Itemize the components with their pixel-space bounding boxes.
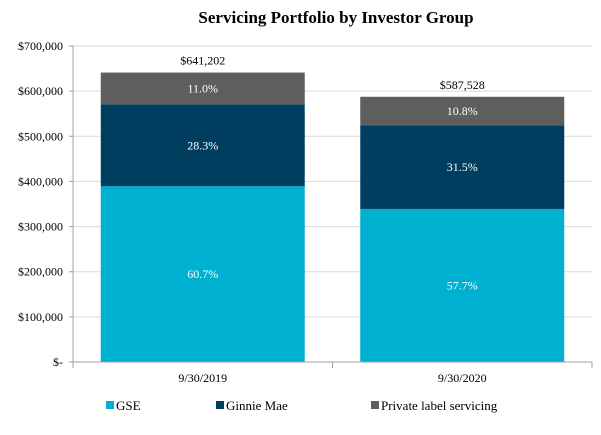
- x-category-label: 9/30/2019: [178, 371, 227, 385]
- legend-swatch: [371, 401, 379, 409]
- y-tick-label: $400,000: [18, 174, 63, 188]
- segment-label: 11.0%: [187, 81, 218, 95]
- segment-label: 57.7%: [447, 278, 478, 292]
- chart-title: Servicing Portfolio by Investor Group: [198, 8, 473, 27]
- x-category-label: 9/30/2020: [438, 371, 487, 385]
- bar-segment: [360, 96, 565, 126]
- bar-segment: [100, 186, 305, 362]
- legend-item: GSE: [106, 398, 141, 413]
- y-tick-label: $100,000: [18, 310, 63, 324]
- segment-label: 10.8%: [447, 104, 478, 118]
- legend-item: Ginnie Mae: [216, 398, 288, 413]
- y-tick-label: $-: [53, 355, 63, 369]
- legend-swatch: [216, 401, 224, 409]
- total-label: $587,528: [440, 78, 485, 92]
- bar-segment: [100, 104, 305, 187]
- legend: GSE Ginnie Mae Private label servicing: [106, 398, 498, 413]
- legend-label: GSE: [116, 398, 141, 413]
- total-label: $641,202: [180, 54, 225, 68]
- y-tick-label: $300,000: [18, 220, 63, 234]
- y-tick-label: $700,000: [18, 39, 63, 53]
- segment-label: 31.5%: [447, 160, 478, 174]
- bar-segment: [100, 72, 305, 105]
- legend-label: Private label servicing: [381, 398, 498, 413]
- legend-item: Private label servicing: [371, 398, 498, 413]
- segment-label: 60.7%: [187, 267, 218, 281]
- bar-segment: [360, 125, 565, 209]
- legend-label: Ginnie Mae: [226, 398, 288, 413]
- axis-layer: $- $100,000 $200,000 $300,000 $400,000 $500,0…: [18, 39, 593, 385]
- bar-segment: [360, 208, 565, 362]
- segment-label: 28.3%: [187, 138, 218, 152]
- bars-layer: 60.7% 28.3% 11.0% $641,202 57.7% 31.5% 10.8% $5…: [100, 54, 565, 362]
- y-tick-label: $600,000: [18, 84, 63, 98]
- legend-swatch: [106, 401, 114, 409]
- y-tick-label: $200,000: [18, 265, 63, 279]
- y-tick-label: $500,000: [18, 129, 63, 143]
